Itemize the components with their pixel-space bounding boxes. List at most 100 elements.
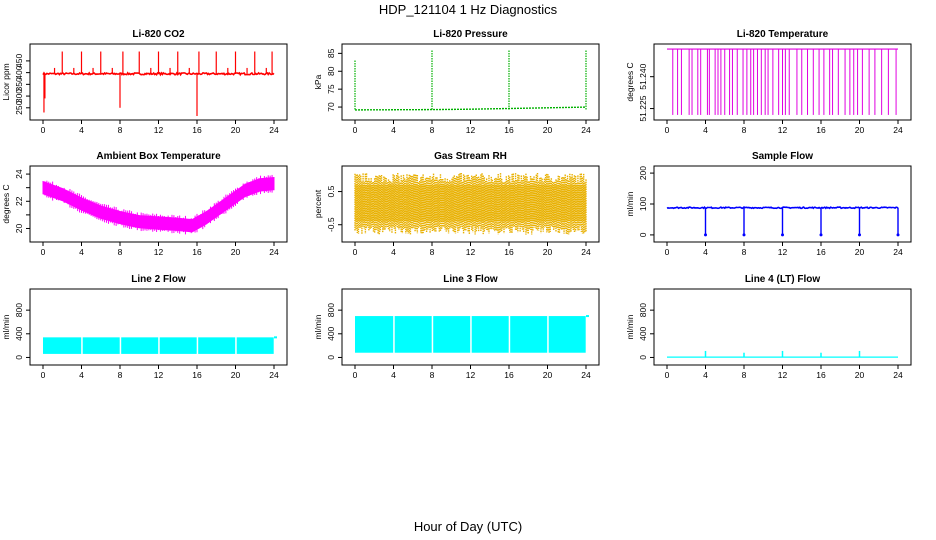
series-band xyxy=(82,337,120,354)
x-tick-label: 24 xyxy=(269,247,279,257)
panel-title: Li-820 CO2 xyxy=(132,29,185,40)
x-tick-label: 8 xyxy=(118,247,123,257)
series-band xyxy=(510,316,548,353)
series-band xyxy=(43,337,82,354)
series-band xyxy=(355,184,586,222)
drop-point xyxy=(896,233,900,237)
panel-line4: Line 4 (LT) Flow ml/min 0 4 8 12 16 20 24 0 400 800 xyxy=(625,274,912,380)
panel-title: Sample Flow xyxy=(752,151,813,162)
drop-point xyxy=(858,233,861,237)
figure-title: HDP_121104 1 Hz Diagnostics xyxy=(379,2,558,17)
y-axis-label: kPa xyxy=(313,74,323,89)
x-tick-label: 4 xyxy=(391,247,396,257)
x-tick-label: 16 xyxy=(504,247,514,257)
x-tick-label: 8 xyxy=(742,247,747,257)
x-tick-label: 24 xyxy=(581,247,591,257)
y-tick-label: 80 xyxy=(326,66,336,76)
x-tick-label: 0 xyxy=(353,247,358,257)
y-axis-label: ml/min xyxy=(625,314,635,339)
x-tick-label: 8 xyxy=(118,125,123,135)
x-tick-label: 20 xyxy=(855,125,865,135)
panel-title: Line 2 Flow xyxy=(131,274,186,285)
panel-ambient: Ambient Box Temperature degrees C 0 4 8 12 16 2… xyxy=(1,151,288,257)
x-tick-label: 24 xyxy=(581,370,591,380)
x-tick-label: 0 xyxy=(665,370,670,380)
x-tick-label: 24 xyxy=(269,125,279,135)
drop-point xyxy=(819,233,823,237)
x-tick-label: 16 xyxy=(192,247,202,257)
x-tick-label: 16 xyxy=(816,125,826,135)
x-tick-label: 24 xyxy=(893,247,903,257)
series-band xyxy=(159,337,197,354)
x-tick-label: 20 xyxy=(231,125,241,135)
y-tick-label: 51.240 xyxy=(638,63,648,89)
y-tick-label: 75 xyxy=(326,84,336,94)
x-tick-label: 12 xyxy=(466,370,476,380)
series-band xyxy=(198,337,236,354)
x-tick-label: 16 xyxy=(816,247,826,257)
x-tick-label: 4 xyxy=(703,125,708,135)
x-tick-label: 16 xyxy=(192,370,202,380)
y-tick-label: 350 xyxy=(14,77,24,91)
drop-point xyxy=(742,233,746,237)
x-tick-label: 4 xyxy=(391,125,396,135)
y-tick-label: 0 xyxy=(638,232,648,237)
panel-rh: Gas Stream RH percent 0 4 8 12 16 20 24 -0.5 0.5 xyxy=(313,151,600,257)
panel-line3: Line 3 Flow ml/min 0 4 8 12 16 20 24 0 400 800 xyxy=(313,274,600,380)
x-tick-label: 4 xyxy=(79,125,84,135)
panel-title: Ambient Box Temperature xyxy=(96,151,221,162)
x-tick-label: 24 xyxy=(581,125,591,135)
x-tick-label: 4 xyxy=(703,370,708,380)
y-tick-label: 51.225 xyxy=(638,95,648,121)
panel-title: Li-820 Pressure xyxy=(433,29,508,40)
x-tick-label: 12 xyxy=(154,370,164,380)
x-tick-label: 0 xyxy=(353,125,358,135)
y-tick-label: 85 xyxy=(326,48,336,58)
drop-point xyxy=(704,233,707,237)
series-band xyxy=(548,316,586,353)
y-tick-label: 24 xyxy=(14,169,24,179)
x-tick-label: 16 xyxy=(192,125,202,135)
panel-pressure: Li-820 Pressure kPa 0 4 8 12 16 20 24 70 75 80 85 xyxy=(313,29,600,135)
x-tick-label: 20 xyxy=(231,247,241,257)
panel-title: Line 4 (LT) Flow xyxy=(745,274,821,285)
series-band xyxy=(394,316,432,353)
x-tick-label: 12 xyxy=(778,125,788,135)
y-axis-label: ml/min xyxy=(313,314,323,339)
y-tick-label: 250 xyxy=(14,100,24,114)
x-tick-label: 0 xyxy=(41,370,46,380)
panel-title: Gas Stream RH xyxy=(434,151,507,162)
y-tick-label: 450 xyxy=(14,54,24,68)
x-tick-label: 24 xyxy=(269,370,279,380)
drop-point xyxy=(781,233,784,237)
x-tick-label: 4 xyxy=(703,247,708,257)
x-tick-label: 8 xyxy=(430,125,435,135)
x-tick-label: 0 xyxy=(665,247,670,257)
x-tick-label: 8 xyxy=(742,370,747,380)
x-tick-label: 20 xyxy=(855,370,865,380)
x-tick-label: 12 xyxy=(154,247,164,257)
y-tick-label: 400 xyxy=(638,326,648,340)
x-tick-label: 12 xyxy=(778,370,788,380)
y-tick-label: 0 xyxy=(638,355,648,360)
y-tick-label: 300 xyxy=(14,89,24,103)
x-tick-label: 0 xyxy=(353,370,358,380)
series-band xyxy=(355,316,394,353)
x-tick-label: 12 xyxy=(466,125,476,135)
series-band xyxy=(121,337,159,354)
x-tick-label: 8 xyxy=(430,247,435,257)
x-tick-label: 8 xyxy=(118,370,123,380)
x-tick-label: 20 xyxy=(855,247,865,257)
x-tick-label: 16 xyxy=(504,125,514,135)
series-band xyxy=(236,337,274,354)
series-band xyxy=(433,316,471,353)
y-tick-label: -0.5 xyxy=(326,217,336,232)
x-tick-label: 12 xyxy=(466,247,476,257)
y-tick-label: 0.5 xyxy=(326,185,336,197)
x-tick-label: 12 xyxy=(154,125,164,135)
x-tick-label: 4 xyxy=(79,370,84,380)
series-band xyxy=(471,316,509,353)
